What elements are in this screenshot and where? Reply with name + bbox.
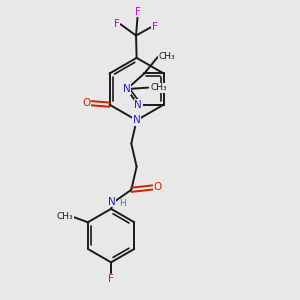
Text: O: O [154, 182, 162, 193]
Text: F: F [152, 22, 158, 32]
Text: H: H [119, 199, 126, 208]
Text: CH₃: CH₃ [56, 212, 73, 221]
Text: N: N [108, 197, 116, 207]
Text: N: N [134, 100, 142, 110]
Text: N: N [133, 115, 140, 125]
Text: N: N [123, 84, 131, 94]
Text: O: O [82, 98, 90, 108]
Text: CH₃: CH₃ [150, 83, 167, 92]
Text: F: F [108, 274, 114, 284]
Text: CH₃: CH₃ [158, 52, 175, 61]
Text: F: F [135, 7, 140, 17]
Text: F: F [114, 19, 120, 29]
